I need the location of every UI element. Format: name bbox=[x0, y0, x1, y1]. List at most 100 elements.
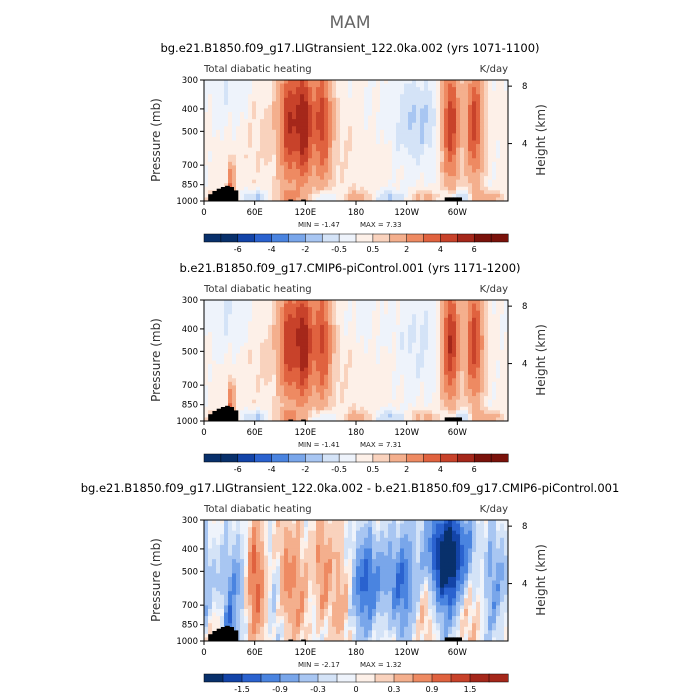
field-cell bbox=[460, 161, 465, 166]
field-cell bbox=[216, 342, 221, 347]
field-cell bbox=[320, 129, 325, 134]
field-cell bbox=[276, 360, 281, 365]
field-cell bbox=[316, 190, 321, 195]
colorbar-bin bbox=[338, 233, 357, 243]
field-cell bbox=[452, 144, 457, 149]
field-cell bbox=[432, 119, 437, 124]
field-cell bbox=[328, 94, 333, 99]
field-cell bbox=[500, 385, 505, 390]
field-cell bbox=[388, 197, 393, 202]
field-cell bbox=[224, 324, 229, 329]
field-cell bbox=[472, 321, 477, 326]
field-cell bbox=[448, 307, 453, 312]
field-cell bbox=[220, 364, 225, 369]
field-cell bbox=[368, 300, 373, 304]
field-cell bbox=[348, 392, 353, 397]
field-cell bbox=[280, 367, 285, 372]
field-cell bbox=[292, 360, 297, 365]
field-cell bbox=[408, 332, 413, 336]
field-cell bbox=[204, 406, 209, 411]
field-cell bbox=[476, 339, 481, 344]
field-cell bbox=[256, 353, 261, 358]
field-cell bbox=[416, 364, 421, 369]
field-cell bbox=[356, 385, 361, 390]
field-cell bbox=[316, 158, 321, 163]
field-cell bbox=[488, 147, 493, 152]
field-cell bbox=[256, 136, 261, 141]
field-cell bbox=[504, 126, 509, 131]
field-cell bbox=[248, 399, 253, 404]
field-cell bbox=[396, 179, 401, 184]
field-cell bbox=[496, 147, 501, 152]
field-cell bbox=[284, 353, 289, 358]
field-cell bbox=[316, 406, 321, 411]
field-cell bbox=[328, 97, 333, 102]
field-cell bbox=[208, 353, 213, 358]
field-cell bbox=[236, 353, 241, 358]
field-cell bbox=[332, 151, 337, 156]
field-cell bbox=[264, 346, 269, 351]
field-cell bbox=[324, 374, 329, 379]
field-cell bbox=[320, 339, 325, 344]
field-cell bbox=[320, 300, 325, 304]
field-cell bbox=[444, 378, 449, 383]
field-cell bbox=[288, 406, 293, 411]
field-cell bbox=[316, 385, 321, 390]
field-cell bbox=[492, 339, 497, 344]
field-cell bbox=[484, 307, 489, 312]
field-cell bbox=[280, 342, 285, 347]
field-cell bbox=[336, 154, 341, 159]
field-cell bbox=[452, 381, 457, 386]
field-cell bbox=[204, 133, 209, 138]
field-cell bbox=[364, 349, 369, 354]
field-cell bbox=[332, 378, 337, 383]
field-cell bbox=[216, 356, 221, 361]
field-cell bbox=[320, 399, 325, 404]
field-cell bbox=[280, 97, 285, 102]
field-cell bbox=[264, 190, 269, 195]
field-cell bbox=[320, 80, 325, 84]
field-cell bbox=[412, 154, 417, 159]
field-cell bbox=[444, 115, 449, 120]
field-cell bbox=[228, 165, 233, 170]
field-cell bbox=[268, 367, 273, 372]
field-cell bbox=[504, 324, 509, 329]
field-cell bbox=[268, 364, 273, 369]
field-cell bbox=[280, 317, 285, 322]
field-cell bbox=[256, 193, 261, 198]
field-cell bbox=[308, 151, 313, 156]
field-cell bbox=[244, 90, 249, 95]
field-cell bbox=[420, 367, 425, 372]
field-cell bbox=[348, 406, 353, 411]
field-cell bbox=[392, 346, 397, 351]
field-cell bbox=[468, 385, 473, 390]
field-cell bbox=[384, 90, 389, 95]
field-cell bbox=[504, 158, 509, 163]
field-cell bbox=[332, 364, 337, 369]
field-cell bbox=[388, 97, 393, 102]
field-cell bbox=[436, 303, 441, 308]
field-cell bbox=[416, 158, 421, 163]
field-cell bbox=[328, 122, 333, 127]
field-cell bbox=[276, 97, 281, 102]
field-cell bbox=[232, 126, 237, 131]
field-cell bbox=[204, 186, 209, 191]
field-cell bbox=[268, 183, 273, 188]
field-cell bbox=[232, 136, 237, 141]
field-cell bbox=[224, 399, 229, 404]
field-cell bbox=[384, 374, 389, 379]
field-cell bbox=[256, 168, 261, 173]
field-cell bbox=[356, 378, 361, 383]
field-cell bbox=[364, 165, 369, 170]
field-cell bbox=[304, 129, 309, 134]
field-cell bbox=[432, 129, 437, 134]
field-cell bbox=[432, 122, 437, 127]
field-cell bbox=[304, 399, 309, 404]
field-cell bbox=[244, 83, 249, 88]
field-cell bbox=[352, 360, 357, 365]
field-cell bbox=[440, 335, 445, 340]
field-cell bbox=[204, 165, 209, 170]
field-cell bbox=[344, 97, 349, 102]
field-cell bbox=[476, 144, 481, 149]
field-cell bbox=[264, 300, 269, 304]
